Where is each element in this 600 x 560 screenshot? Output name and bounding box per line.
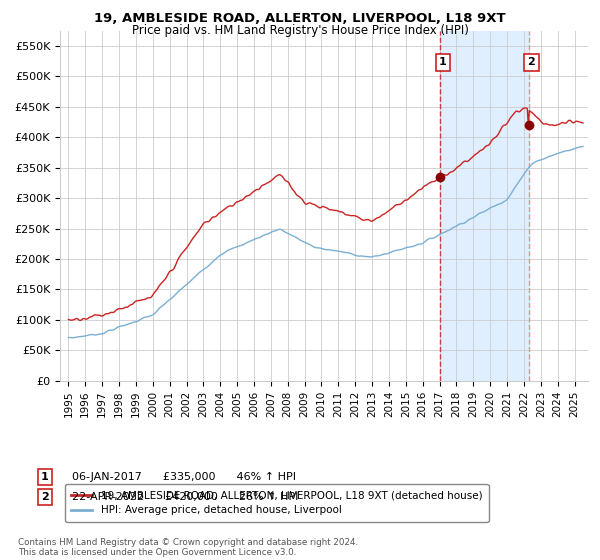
Text: 22-APR-2022      £420,000      26% ↑ HPI: 22-APR-2022 £420,000 26% ↑ HPI bbox=[72, 492, 298, 502]
Text: 1: 1 bbox=[41, 472, 49, 482]
Bar bbox=[440, 31, 529, 381]
Text: 19, AMBLESIDE ROAD, ALLERTON, LIVERPOOL, L18 9XT: 19, AMBLESIDE ROAD, ALLERTON, LIVERPOOL,… bbox=[94, 12, 506, 25]
Text: 2: 2 bbox=[41, 492, 49, 502]
Text: Contains HM Land Registry data © Crown copyright and database right 2024.
This d: Contains HM Land Registry data © Crown c… bbox=[18, 538, 358, 557]
Text: 2: 2 bbox=[527, 57, 535, 67]
Legend: 19, AMBLESIDE ROAD, ALLERTON, LIVERPOOL, L18 9XT (detached house), HPI: Average : 19, AMBLESIDE ROAD, ALLERTON, LIVERPOOL,… bbox=[65, 484, 488, 522]
Text: 1: 1 bbox=[439, 57, 446, 67]
Text: 06-JAN-2017      £335,000      46% ↑ HPI: 06-JAN-2017 £335,000 46% ↑ HPI bbox=[72, 472, 296, 482]
Text: Price paid vs. HM Land Registry's House Price Index (HPI): Price paid vs. HM Land Registry's House … bbox=[131, 24, 469, 36]
